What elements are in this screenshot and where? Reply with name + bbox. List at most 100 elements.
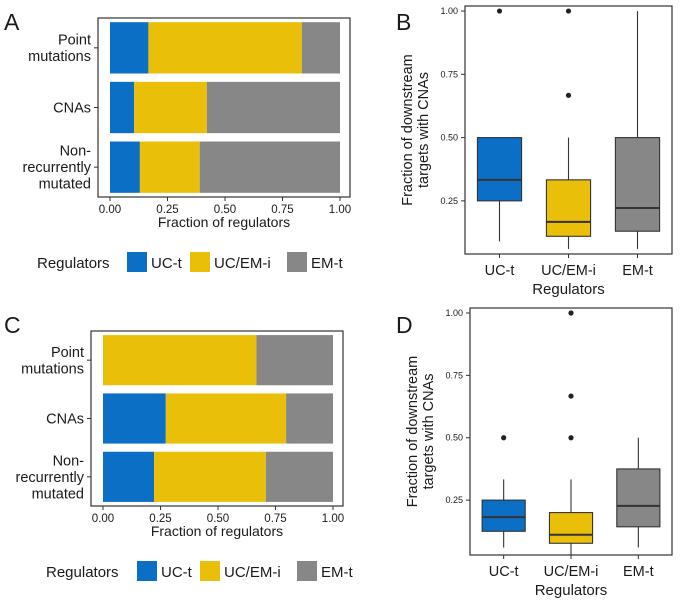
legend-swatch-em-t xyxy=(297,561,317,581)
y-tick-label: Non-recurrently mutated xyxy=(16,453,85,502)
legend: Regulators UC-t UC/EM-i EM-t xyxy=(37,252,343,272)
outlier-point xyxy=(568,393,574,399)
x-tick-label: 1.00 xyxy=(329,204,351,216)
legend-title: Regulators xyxy=(37,255,110,272)
x-tick-label: 0.00 xyxy=(99,204,121,216)
bar-em-t-cnas xyxy=(206,81,340,134)
legend-title: Regulators xyxy=(46,564,119,581)
bar-uc-t-non-recurrently-mutated xyxy=(103,451,155,502)
bar-uc-em-i-cnas xyxy=(165,393,287,444)
y-tick-label: CNAs xyxy=(46,412,84,428)
x-axis-title: Regulators xyxy=(532,281,605,298)
svg-text:D: D xyxy=(396,312,413,338)
iqr-box xyxy=(548,512,594,544)
bar-em-t-cnas xyxy=(286,393,333,444)
x-tick-label: 1.00 xyxy=(322,513,344,525)
legend-label-uc-t: UC-t xyxy=(161,564,193,581)
y-tick-label: Point mutations xyxy=(28,33,91,65)
y-tick-label: 0.25 xyxy=(440,196,458,206)
box-em-t xyxy=(614,11,661,249)
y-axis-title: Fraction of downstreamtargets with CNAs xyxy=(405,356,437,508)
legend-swatch-uc-t xyxy=(137,561,157,581)
y-tick-label: Non-recurrently mutated xyxy=(23,144,92,193)
y-tick-label: CNAs xyxy=(53,101,91,117)
y-tick-label: Point mutations xyxy=(21,345,84,378)
bar-uc-em-i-cnas xyxy=(134,81,207,134)
bar-em-t-point-mutations xyxy=(301,22,340,74)
panel-d-box-plot: 0.25 0.50 0.75 1.00 UC-t UC/EM-i EM-t Regulator… xyxy=(405,307,673,599)
bar-uc-t-point-mutations xyxy=(110,22,149,74)
panel-d-label: D xyxy=(396,312,413,338)
outlier-point xyxy=(565,8,572,14)
x-tick-label: EM-t xyxy=(623,564,654,580)
bar-uc-em-i-point-mutations xyxy=(148,22,302,74)
bar-uc-em-i-non-recurrently-mutated xyxy=(154,451,266,502)
outlier-point xyxy=(501,435,507,441)
legend-label-uc-em-i: UC/EM-i xyxy=(214,255,271,272)
panel-b-box-plot: 0.25 0.50 0.75 1.00 UC-t UC/EM-i EM-t Regulator… xyxy=(400,5,673,298)
y-tick-label: 0.75 xyxy=(445,370,463,380)
iqr-box xyxy=(545,179,592,237)
x-axis-title: Regulators xyxy=(535,582,608,599)
x-tick-label: 0.75 xyxy=(264,513,286,525)
outlier-point xyxy=(496,8,503,14)
x-tick-label: 0.75 xyxy=(271,204,293,216)
x-tick-label: 0.50 xyxy=(207,513,229,525)
x-axis-title: Fraction of regulators xyxy=(151,523,283,539)
y-axis-title: Fraction of downstreamtargets with CNAs xyxy=(400,54,432,206)
x-tick-label: UC/EM-i xyxy=(541,263,596,279)
legend-swatch-uc-em-i xyxy=(200,561,220,581)
y-tick-label: 0.50 xyxy=(440,133,458,143)
x-tick-label: UC-t xyxy=(485,263,515,279)
iqr-box xyxy=(476,137,523,202)
iqr-box xyxy=(481,499,526,532)
panel-a-stacked-bar-chart: Point mutations CNAs Non-recurrently mutated… xyxy=(23,17,351,272)
bar-uc-t-non-recurrently-mutated xyxy=(110,141,140,193)
legend-swatch-uc-em-i xyxy=(190,252,210,272)
box-uc-t xyxy=(481,435,526,548)
x-tick-label: 0.25 xyxy=(149,513,171,525)
panel-c-stacked-bar-chart: Point mutations CNAs Non-recurrently mutated… xyxy=(16,330,353,581)
box-em-t xyxy=(616,437,661,548)
panel-b-label: B xyxy=(396,9,411,35)
y-tick-label: 1.00 xyxy=(440,6,458,16)
bar-em-t-non-recurrently-mutated xyxy=(199,141,340,193)
legend-swatch-uc-t xyxy=(127,252,147,272)
y-tick-label: 0.25 xyxy=(445,495,463,505)
outlier-point xyxy=(565,92,572,98)
y-tick-label: 0.75 xyxy=(440,69,458,79)
bar-em-t-non-recurrently-mutated xyxy=(265,451,333,502)
x-tick-label: 0.00 xyxy=(92,513,114,525)
x-tick-label: 0.25 xyxy=(156,204,178,216)
x-axis-title: Fraction of regulators xyxy=(158,214,290,230)
bar-uc-t-cnas xyxy=(110,81,135,134)
x-tick-label: UC-t xyxy=(489,564,519,580)
iqr-box xyxy=(616,468,661,528)
box-uc-t xyxy=(476,8,523,242)
x-tick-label: 0.50 xyxy=(214,204,236,216)
legend-swatch-em-t xyxy=(287,252,307,272)
iqr-box xyxy=(614,137,661,232)
legend-label-em-t: EM-t xyxy=(321,564,353,581)
legend-label-uc-em-i: UC/EM-i xyxy=(224,564,281,581)
x-tick-label: EM-t xyxy=(622,263,653,279)
bar-uc-em-i-point-mutations xyxy=(103,335,257,386)
y-tick-label: 1.00 xyxy=(445,308,463,318)
svg-text:B: B xyxy=(396,9,411,35)
y-tick-label: 0.50 xyxy=(445,433,463,443)
svg-text:C: C xyxy=(4,312,21,338)
svg-text:A: A xyxy=(4,9,20,35)
legend-label-em-t: EM-t xyxy=(311,255,343,272)
legend-label-uc-t: UC-t xyxy=(151,255,183,272)
outlier-point xyxy=(568,310,574,316)
box-uc-em-i xyxy=(545,8,592,249)
bar-uc-t-cnas xyxy=(103,393,166,444)
panel-a-label: A xyxy=(4,9,20,35)
outlier-point xyxy=(568,435,574,441)
x-tick-label: UC/EM-i xyxy=(544,564,599,580)
bar-em-t-point-mutations xyxy=(256,335,333,386)
box-uc-em-i xyxy=(548,310,594,555)
bar-uc-em-i-non-recurrently-mutated xyxy=(139,141,200,193)
legend: Regulators UC-t UC/EM-i EM-t xyxy=(46,561,353,581)
